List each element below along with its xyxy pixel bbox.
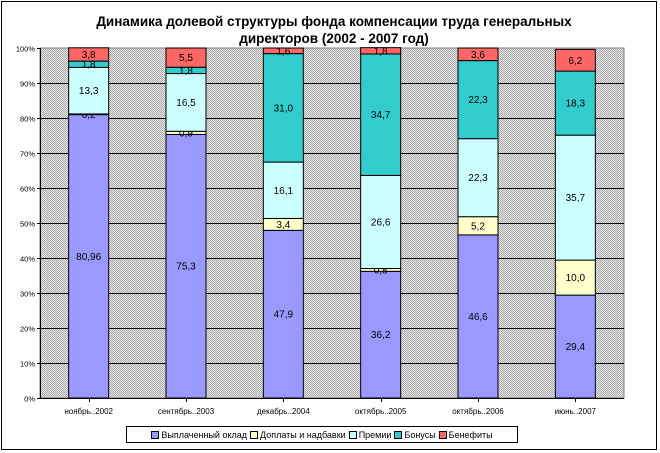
bar-segment: [554, 259, 596, 296]
bar-segment: [360, 53, 402, 176]
legend-item: Бонусы: [394, 429, 436, 440]
data-label: 3,6: [471, 50, 485, 61]
data-label: 16,5: [176, 98, 196, 109]
y-tick-label: 30%: [20, 290, 35, 299]
y-tick-label: 50%: [20, 220, 35, 229]
bar-segment: [165, 133, 207, 399]
chart-title-line-1: Динамика долевой структуры фонда компенс…: [96, 14, 572, 29]
y-tick-label: 10%: [20, 360, 35, 369]
data-label: 1,8: [82, 60, 96, 71]
legend-item: Премии: [348, 429, 392, 440]
legend-label: Выплаченный оклад: [161, 429, 247, 440]
data-label: 35,7: [566, 193, 586, 204]
data-label: 16,1: [274, 186, 294, 197]
data-label: 47,9: [274, 310, 294, 321]
bar-segment: [457, 47, 499, 62]
data-label: 13,3: [79, 86, 99, 97]
bar-segment: [554, 294, 596, 399]
data-label: 46,6: [468, 312, 488, 323]
bar-segment: [360, 47, 402, 55]
legend-swatch: [151, 430, 160, 439]
data-label: 0,2: [82, 110, 96, 121]
data-label: 80,96: [76, 252, 101, 263]
bar-segment: [262, 47, 304, 55]
bar-segment: [360, 270, 402, 399]
data-label: 75,3: [176, 262, 196, 273]
y-tick-label: 0%: [24, 395, 35, 404]
y-tick-label: 60%: [20, 185, 35, 194]
data-label: 1,8: [374, 46, 388, 57]
data-label: 22,3: [468, 173, 488, 184]
bar-segment: [457, 60, 499, 140]
data-label: 5,5: [179, 53, 193, 64]
x-tick-label: сентябрь..2003: [158, 407, 215, 416]
x-tick-label: октябрь..2005: [355, 407, 407, 416]
chart-title-line-2: директоров (2002 - 2007 год): [239, 31, 429, 46]
data-label: 1,8: [179, 66, 193, 77]
legend-item: Доплаты и надбавки: [250, 430, 346, 440]
y-tick-label: 80%: [20, 115, 35, 124]
x-tick-label: октябрь..2006: [452, 407, 504, 416]
y-tick-label: 100%: [16, 45, 36, 54]
bar-segment: [165, 47, 207, 68]
bar-segment: [262, 161, 304, 219]
y-tick-label: 40%: [20, 255, 35, 264]
data-label: 3,8: [82, 50, 96, 61]
data-label: 1,6: [276, 46, 290, 57]
data-label: 0,8: [374, 265, 388, 276]
data-label: 22,3: [468, 95, 488, 106]
legend-swatch: [348, 430, 357, 439]
legend-item: Бенефиты: [438, 429, 493, 440]
bar-segment: [554, 48, 596, 72]
data-label: 18,3: [566, 99, 586, 110]
data-label: 26,6: [371, 217, 391, 228]
x-tick-label: июнь..2007: [555, 407, 597, 416]
bar-segment: [262, 53, 304, 163]
data-label: 31,0: [274, 103, 294, 114]
data-label: 5,2: [471, 221, 485, 232]
y-tick-label: 90%: [20, 80, 35, 89]
data-label: 34,7: [371, 110, 391, 121]
chart-legend: Выплаченный оклад Доплаты и надбавки Преми…: [126, 426, 518, 443]
chart-title: Динамика долевой структуры фонда компенс…: [42, 13, 626, 47]
bar-segment: [554, 70, 596, 136]
y-tick-label: 70%: [20, 150, 35, 159]
bar-segment: [554, 134, 596, 261]
data-label: 10,0: [566, 273, 586, 284]
data-label: 6,2: [568, 56, 582, 67]
data-label: 0,9: [179, 128, 193, 139]
bar-segment: [68, 47, 110, 62]
data-label: 29,4: [566, 342, 586, 353]
data-label: 36,2: [371, 330, 391, 341]
legend-label: Доплаты и надбавки: [260, 429, 346, 440]
bar-segment: [165, 73, 207, 132]
legend-label: Бонусы: [404, 429, 436, 440]
x-tick-label: декабрь..2004: [257, 407, 310, 416]
bar-segment: [457, 234, 499, 399]
legend-item: Выплаченный оклад: [151, 430, 247, 440]
legend-label: Премии: [358, 429, 392, 440]
legend-swatch: [394, 430, 403, 439]
legend-label: Бенефиты: [448, 429, 493, 440]
y-tick-label: 20%: [20, 325, 35, 334]
bar-segment: [68, 66, 110, 115]
data-label: 3,4: [276, 220, 290, 231]
legend-swatch: [438, 430, 447, 439]
x-tick-label: ноябрь..2002: [64, 407, 113, 416]
legend-swatch: [250, 430, 258, 439]
